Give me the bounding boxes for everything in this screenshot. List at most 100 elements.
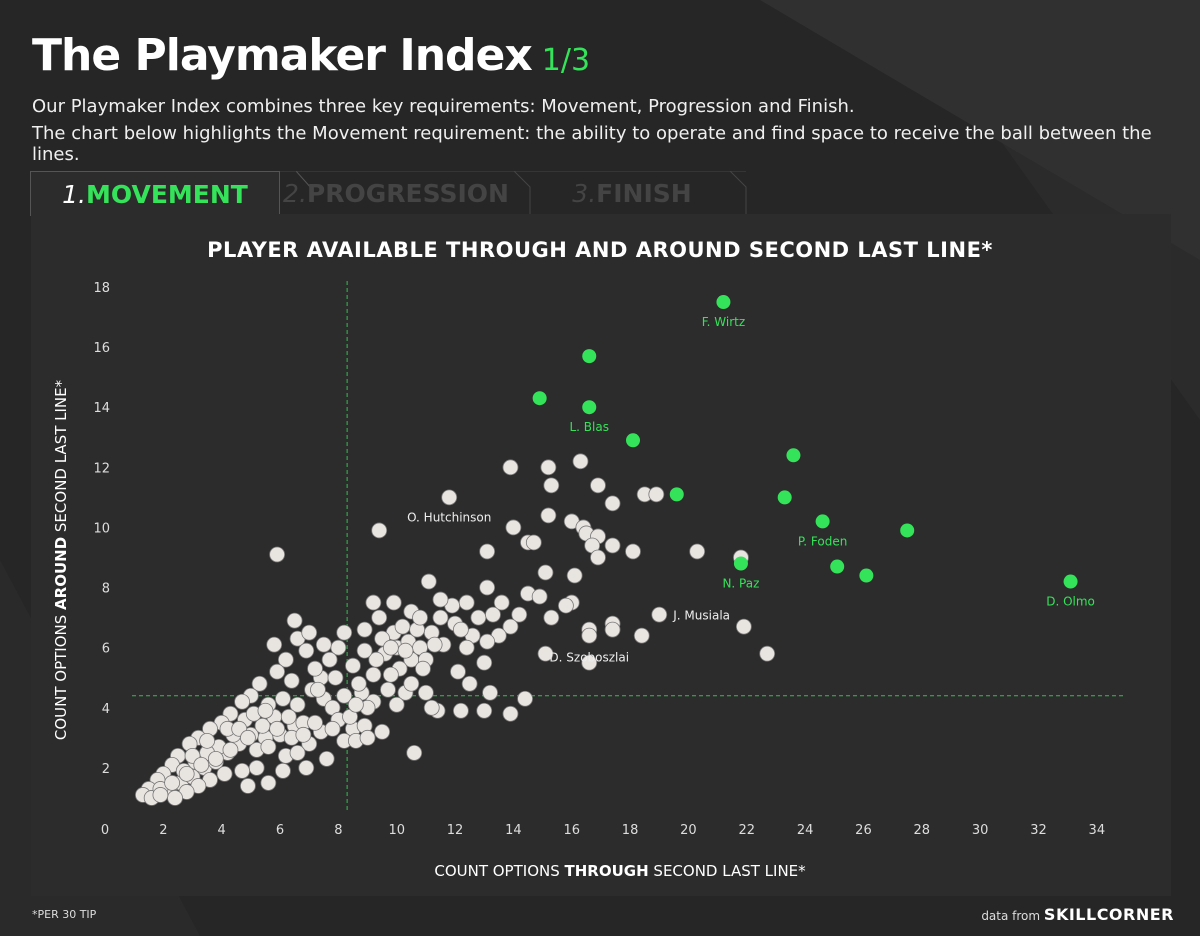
y-tick-label: 2	[102, 762, 110, 777]
chart-title: PLAYER AVAILABLE THROUGH AND AROUND SECO…	[207, 238, 993, 262]
footnote: *PER 30 TIP	[32, 908, 97, 921]
tab-progression[interactable]: 2. PROGRESSION	[278, 171, 514, 215]
player-point	[216, 766, 233, 782]
player-point	[356, 642, 373, 659]
tab-finish[interactable]: 3. FINISH	[514, 171, 750, 215]
player-point	[458, 594, 475, 611]
player-point	[604, 621, 621, 638]
x-tick-label: 8	[334, 823, 342, 838]
player-point	[458, 639, 475, 656]
y-tick-label: 12	[93, 461, 110, 476]
player-point	[365, 594, 382, 611]
player-point	[310, 681, 326, 698]
player-point	[537, 645, 554, 662]
player-point	[382, 639, 399, 656]
highlighted-player-point	[716, 295, 731, 310]
player-point	[505, 519, 522, 536]
axis-label-part: COUNT OPTIONS	[434, 862, 564, 880]
title-row: The Playmaker Index 1/3	[32, 30, 590, 81]
player-point	[178, 766, 195, 782]
player-point	[318, 750, 335, 767]
player-point	[298, 759, 315, 776]
player-point	[336, 687, 353, 704]
x-tick-labels: 0 2 4 6 8 10 12 14 16 18 20 22 24 26 28 30 32 34	[101, 823, 1105, 838]
player-point	[266, 636, 283, 653]
player-point	[572, 453, 589, 470]
player-point	[324, 720, 341, 737]
player-point	[275, 762, 291, 779]
x-tick-label: 24	[797, 823, 814, 838]
player-point	[625, 543, 641, 560]
y-tick-label: 16	[93, 341, 110, 356]
player-point	[167, 790, 183, 806]
player-point	[275, 690, 291, 707]
player-point	[502, 459, 519, 476]
highlighted-player-point	[777, 490, 792, 505]
player-point	[406, 744, 423, 761]
highlighted-player-point	[733, 556, 748, 571]
player-point	[397, 642, 414, 659]
page-title: The Playmaker Index	[32, 30, 533, 81]
x-tick-label: 20	[680, 823, 697, 838]
highlighted-player-point	[1063, 574, 1078, 589]
player-point	[240, 778, 256, 794]
player-point	[689, 543, 706, 560]
intro-line-1: Our Playmaker Index combines three key r…	[32, 96, 855, 117]
player-point	[461, 675, 478, 692]
player-point	[321, 651, 338, 668]
player-point	[566, 567, 583, 584]
player-point	[540, 507, 557, 524]
player-point	[423, 699, 440, 716]
labeled-player-point	[441, 489, 458, 506]
highlighted-player-label: P. Foden	[798, 534, 847, 548]
player-point	[759, 645, 776, 662]
player-point	[476, 702, 493, 719]
player-point	[540, 459, 557, 476]
player-point	[365, 666, 382, 683]
player-point	[350, 675, 367, 692]
player-point	[199, 732, 216, 749]
x-tick-label: 34	[1089, 823, 1106, 838]
player-point	[257, 702, 274, 719]
tab-movement-number: 1.	[62, 179, 87, 209]
player-point	[289, 696, 306, 713]
player-point	[368, 651, 385, 668]
y-tick-labels: 2 4 6 8 10 12 14 16 18	[93, 281, 110, 777]
tab-progression-number: 2.	[283, 178, 307, 208]
player-point	[479, 543, 496, 560]
axis-label-part: SECOND LAST LINE*	[52, 379, 70, 536]
player-point	[415, 660, 431, 677]
x-tick-label: 26	[855, 823, 872, 838]
player-point	[260, 738, 277, 755]
player-point	[382, 666, 399, 683]
x-tick-label: 28	[914, 823, 931, 838]
tab-movement[interactable]: 1. MOVEMENT	[30, 171, 280, 216]
player-point	[517, 690, 533, 707]
labeled-player-point	[651, 606, 668, 623]
y-tick-label: 14	[93, 401, 110, 416]
x-tick-label: 6	[276, 823, 284, 838]
highlighted-player-label: D. Olmo	[1046, 595, 1095, 609]
x-tick-label: 10	[388, 823, 405, 838]
axis-label-part: SECOND LAST LINE*	[649, 862, 806, 880]
player-point	[345, 657, 361, 674]
player-point	[452, 621, 469, 638]
x-tick-label: 2	[159, 823, 167, 838]
highlighted-player-point	[582, 349, 597, 364]
highlighted-player-point	[815, 514, 830, 529]
player-point	[193, 756, 210, 773]
credit-brand: SKILLCORNER	[1043, 905, 1174, 924]
y-tick-label: 10	[93, 521, 110, 536]
player-point	[543, 477, 560, 494]
x-tick-label: 0	[101, 823, 109, 838]
player-point	[240, 729, 256, 746]
player-point	[394, 618, 411, 635]
player-point	[374, 723, 391, 740]
axis-label-part: THROUGH	[565, 862, 649, 880]
highlighted-player-point	[669, 487, 684, 502]
highlighted-player-point	[582, 400, 597, 415]
player-label: O. Hutchinson	[407, 510, 491, 524]
player-point	[347, 696, 364, 713]
player-point	[525, 534, 542, 551]
player-point	[485, 606, 501, 623]
